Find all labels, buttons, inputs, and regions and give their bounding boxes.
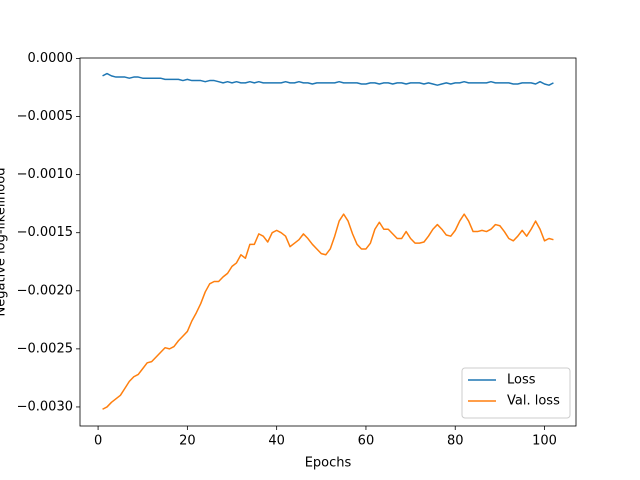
data-line — [102, 72, 554, 86]
x-axis-label: Epochs — [305, 456, 352, 471]
legend-label: Loss — [507, 373, 536, 388]
x-tick-label: 80 — [447, 434, 464, 449]
y-tick-label: −0.0025 — [17, 341, 73, 356]
y-tick-label: −0.0030 — [17, 399, 73, 414]
y-tick-label: −0.0015 — [17, 225, 73, 240]
x-tick-label: 100 — [532, 434, 557, 449]
y-axis-label: Negative log-likelihood — [0, 168, 9, 317]
y-tick-label: −0.0005 — [17, 109, 73, 124]
x-tick-label: 0 — [94, 434, 102, 449]
y-tick-label: −0.0020 — [17, 283, 73, 298]
axes-frame — [79, 57, 577, 427]
legend-label: Val. loss — [507, 394, 560, 409]
x-tick-label: 40 — [268, 434, 285, 449]
data-line — [102, 213, 554, 410]
x-tick-label: 60 — [358, 434, 375, 449]
y-tick-label: 0.0000 — [28, 51, 74, 66]
x-tick-label: 20 — [179, 434, 196, 449]
y-tick-label: −0.0010 — [17, 167, 73, 182]
